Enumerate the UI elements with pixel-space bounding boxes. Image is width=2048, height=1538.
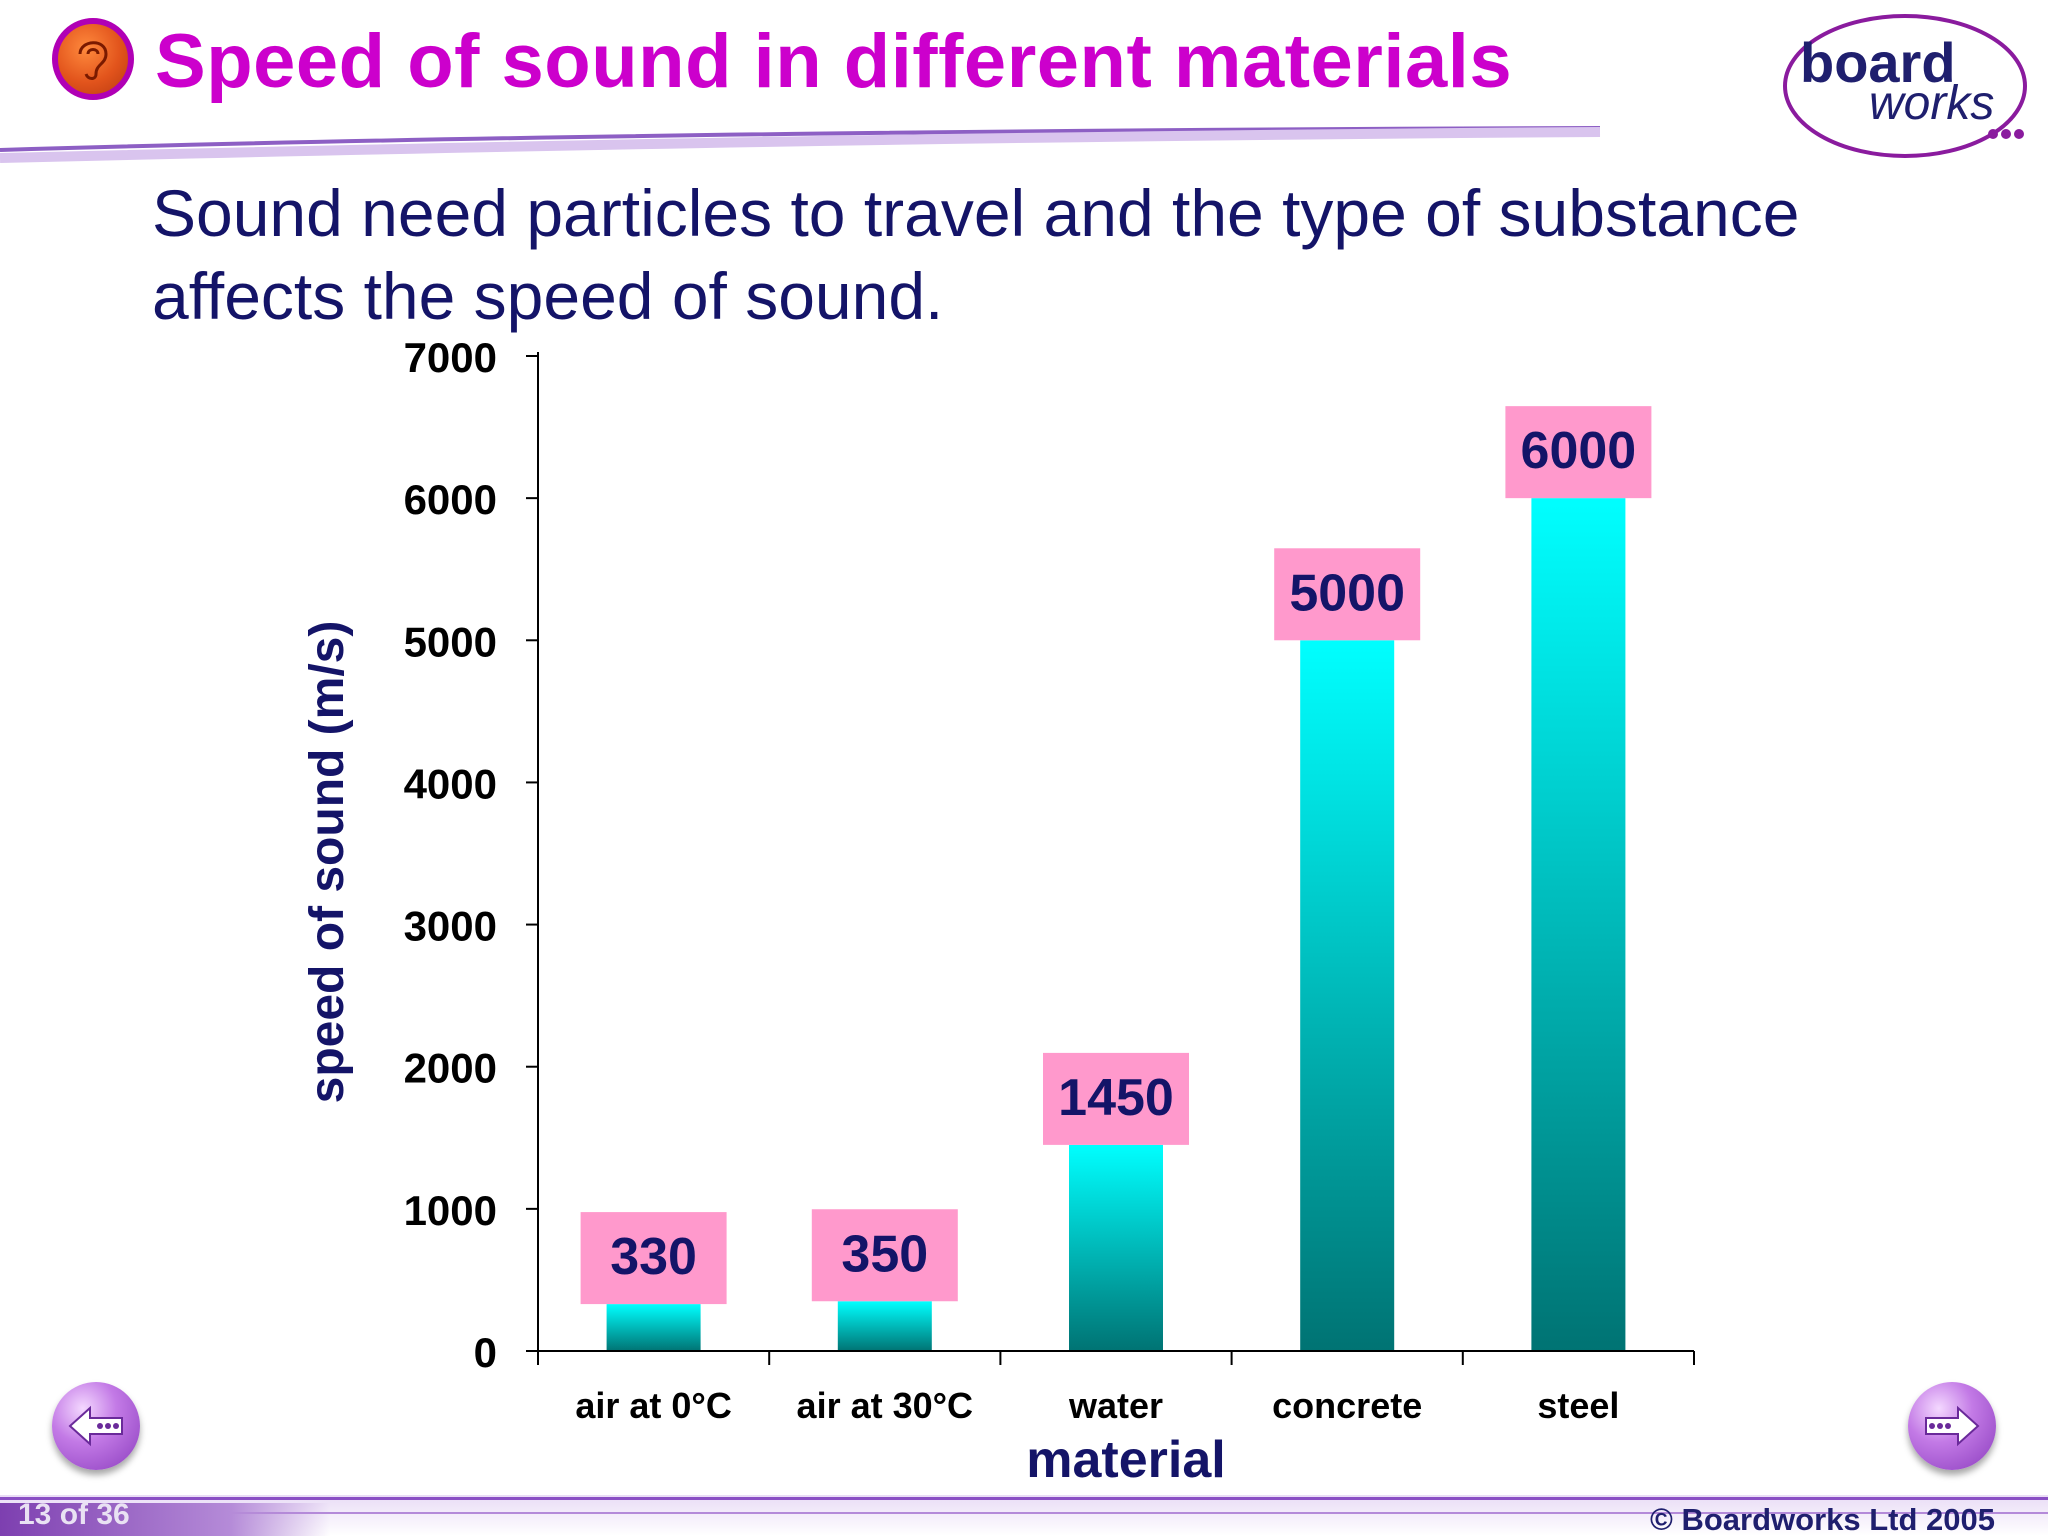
bar [1300, 640, 1395, 1351]
x-tick-label: concrete [1272, 1385, 1422, 1426]
footer-divider [0, 1497, 2048, 1514]
data-label-box [1043, 1052, 1189, 1145]
data-label-box [1505, 406, 1652, 499]
bar-chart: 0 1000 2000 3000 4000 5000 6000 7000 330 air at … [301, 334, 1695, 1489]
x-tick-label: steel [1537, 1385, 1619, 1426]
footer-bar [0, 1495, 2048, 1536]
bar [1531, 498, 1626, 1352]
data-label: 5000 [1289, 564, 1405, 622]
x-tick-label: air at 0°C [575, 1385, 731, 1426]
y-tick-label: 7000 [404, 334, 497, 381]
logo-word-works: works [1869, 77, 1995, 130]
bar [606, 1304, 701, 1351]
y-tick-label: 3000 [404, 903, 497, 950]
y-tick-label: 0 [474, 1329, 497, 1376]
boardworks-logo: board works [1775, 10, 2035, 170]
y-tick-label: 5000 [404, 618, 497, 665]
x-tick-label: water [1068, 1385, 1163, 1426]
y-tick-label: 2000 [404, 1045, 497, 1092]
ear-icon [52, 18, 134, 100]
logo-word-board: board [1800, 31, 1956, 94]
y-tick-label: 1000 [404, 1187, 497, 1234]
subtitle-text: Sound need particles to travel and the t… [152, 176, 1800, 333]
y-axis-label: speed of sound (m/s) [301, 621, 354, 1104]
x-tick-label: air at 30°C [797, 1385, 973, 1426]
slide-number: 13 of 36 [18, 1498, 130, 1531]
slide-number-background [0, 1503, 330, 1536]
forward-arrow-icon [1925, 1405, 1980, 1447]
next-slide-button[interactable] [1908, 1382, 1996, 1470]
back-arrow-icon [68, 1405, 123, 1447]
data-label-box [1274, 548, 1421, 641]
data-label-box [580, 1212, 727, 1305]
bar [1069, 1144, 1163, 1351]
data-label: 330 [610, 1228, 697, 1286]
y-tick-label: 4000 [404, 760, 497, 807]
page-title: Speed of sound in different materials [155, 19, 1513, 104]
data-label: 6000 [1521, 422, 1637, 480]
previous-slide-button[interactable] [52, 1382, 140, 1470]
data-label-box [811, 1209, 958, 1302]
bar [837, 1301, 932, 1351]
copyright-notice: © Boardworks Ltd 2005 [1650, 1502, 1995, 1537]
x-axis-label: material [1026, 1431, 1225, 1489]
data-label: 350 [841, 1225, 928, 1283]
header-swoosh [0, 126, 1601, 163]
y-tick-label: 6000 [404, 476, 497, 523]
data-label: 1450 [1058, 1069, 1174, 1127]
